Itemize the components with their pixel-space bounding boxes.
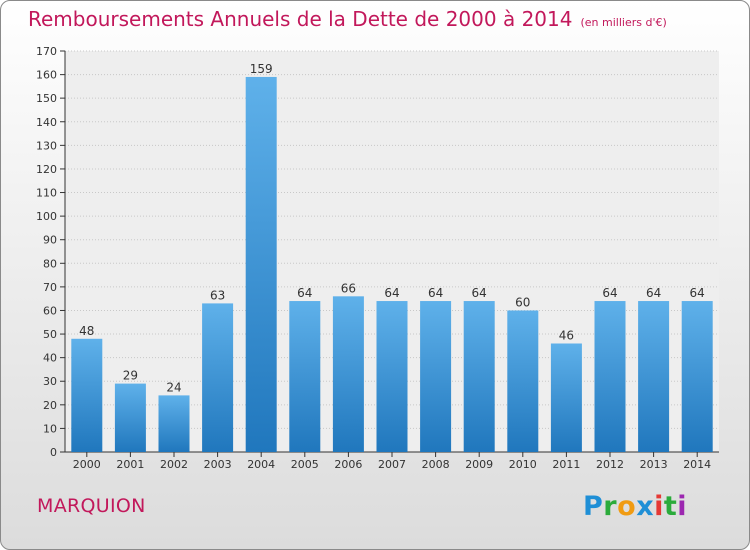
bar-value-label: 24 xyxy=(166,380,181,394)
commune-name: MARQUION xyxy=(37,495,146,517)
x-tick-label: 2004 xyxy=(247,458,275,471)
bar-value-label: 159 xyxy=(250,62,273,76)
bar xyxy=(420,301,452,452)
x-tick-label: 2013 xyxy=(640,458,668,471)
y-tick-label: 30 xyxy=(43,375,57,388)
logo-letter: o xyxy=(617,491,637,522)
bar xyxy=(158,395,190,452)
bar-value-label: 46 xyxy=(559,328,574,342)
y-tick-label: 170 xyxy=(36,45,57,58)
bar-value-label: 64 xyxy=(602,286,617,300)
bar xyxy=(681,301,713,452)
x-tick-label: 2012 xyxy=(596,458,624,471)
y-tick-label: 130 xyxy=(36,139,57,152)
x-tick-label: 2001 xyxy=(116,458,144,471)
y-tick-label: 50 xyxy=(43,328,57,341)
bar-value-label: 64 xyxy=(690,286,705,300)
bar-value-label: 64 xyxy=(472,286,487,300)
y-tick-label: 120 xyxy=(36,163,57,176)
proxiti-logo: Proxiti xyxy=(583,491,687,522)
bar xyxy=(638,301,670,452)
logo-letter: i xyxy=(654,491,664,522)
bar-value-label: 29 xyxy=(123,369,138,383)
y-tick-label: 10 xyxy=(43,422,57,435)
y-tick-label: 0 xyxy=(50,446,57,459)
bar-value-label: 64 xyxy=(428,286,443,300)
logo-letter: P xyxy=(583,491,604,522)
x-tick-label: 2009 xyxy=(465,458,493,471)
x-tick-label: 2006 xyxy=(334,458,362,471)
bar-value-label: 66 xyxy=(341,281,356,295)
logo-letter: x xyxy=(636,491,655,522)
x-tick-label: 2007 xyxy=(378,458,406,471)
logo-letter: i xyxy=(677,491,688,522)
bar xyxy=(332,296,364,452)
x-tick-label: 2008 xyxy=(422,458,450,471)
y-tick-label: 70 xyxy=(43,281,57,294)
y-tick-label: 100 xyxy=(36,210,57,223)
bar-value-label: 48 xyxy=(79,324,94,338)
x-tick-label: 2014 xyxy=(683,458,711,471)
logo-letter: t xyxy=(663,491,678,522)
bar xyxy=(289,301,321,452)
y-tick-label: 160 xyxy=(36,69,57,82)
bar xyxy=(245,76,277,453)
y-tick-label: 150 xyxy=(36,92,57,105)
bar-value-label: 64 xyxy=(384,286,399,300)
bar xyxy=(507,310,539,452)
bar-value-label: 64 xyxy=(297,286,312,300)
bar-value-label: 63 xyxy=(210,288,225,302)
chart-title: Remboursements Annuels de la Dette de 20… xyxy=(28,7,573,31)
x-tick-label: 2000 xyxy=(73,458,101,471)
bar xyxy=(202,303,234,452)
bar xyxy=(594,301,626,452)
x-tick-label: 2002 xyxy=(160,458,188,471)
bar xyxy=(550,343,582,452)
x-tick-label: 2005 xyxy=(291,458,319,471)
bar xyxy=(463,301,495,452)
y-tick-label: 90 xyxy=(43,234,57,247)
bar xyxy=(376,301,408,452)
bar xyxy=(114,383,146,452)
logo-letter: r xyxy=(603,491,618,522)
y-tick-label: 60 xyxy=(43,304,57,317)
x-tick-label: 2010 xyxy=(509,458,537,471)
bar xyxy=(71,338,103,452)
bar-value-label: 64 xyxy=(646,286,661,300)
x-tick-label: 2011 xyxy=(552,458,580,471)
y-tick-label: 110 xyxy=(36,187,57,200)
y-tick-label: 140 xyxy=(36,116,57,129)
y-tick-label: 20 xyxy=(43,399,57,412)
chart-subtitle: (en milliers d'€) xyxy=(580,16,667,29)
y-tick-label: 80 xyxy=(43,257,57,270)
chart-title-block: Remboursements Annuels de la Dette de 20… xyxy=(28,7,667,31)
y-tick-label: 40 xyxy=(43,352,57,365)
bar-value-label: 60 xyxy=(515,295,530,309)
x-tick-label: 2003 xyxy=(204,458,232,471)
